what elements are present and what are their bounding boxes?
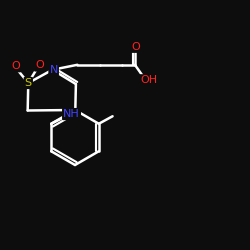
Text: O: O xyxy=(12,61,20,71)
Text: NH: NH xyxy=(63,109,80,119)
Text: O: O xyxy=(35,60,44,70)
Text: S: S xyxy=(25,78,32,88)
Text: O: O xyxy=(132,42,140,52)
Text: OH: OH xyxy=(140,75,157,85)
Text: N: N xyxy=(50,65,58,75)
